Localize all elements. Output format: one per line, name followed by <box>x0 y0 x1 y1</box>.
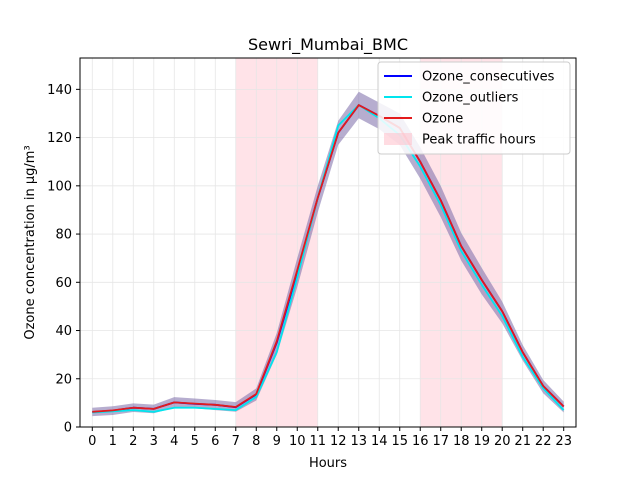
x-tick-label: 14 <box>371 434 388 449</box>
x-tick-label: 22 <box>535 434 552 449</box>
x-tick-label: 21 <box>514 434 531 449</box>
x-tick-label: 0 <box>88 434 96 449</box>
legend-items: Ozone_consecutives Ozone_outliers Ozone Pea… <box>384 70 555 148</box>
x-tick-label: 2 <box>129 434 137 449</box>
x-tick-label: 16 <box>412 434 429 449</box>
y-tick-label: 60 <box>55 276 72 291</box>
x-tick-label: 15 <box>391 434 408 449</box>
confidence-band <box>92 91 564 417</box>
plot-frame <box>79 57 577 428</box>
x-tick-label: 6 <box>211 434 219 449</box>
x-tick-label: 9 <box>273 434 281 449</box>
x-tick-label: 18 <box>453 434 470 449</box>
legend: Ozone_consecutives Ozone_outliers Ozone Pea… <box>377 61 571 155</box>
x-ticks: 0 1 2 3 4 5 6 7 8 9 10 11 12 13 14 15 16 17 18 19 20 21 22 23 <box>88 427 572 449</box>
x-tick-label: 17 <box>432 434 449 449</box>
y-tick-label: 0 <box>64 421 72 436</box>
y-tick-label: 40 <box>55 324 72 339</box>
x-tick-label: 11 <box>309 434 326 449</box>
x-tick-label: 1 <box>109 434 117 449</box>
y-ticks: 0 20 40 60 80 100 120 140 <box>47 83 80 436</box>
y-axis-label: Ozone concentration in µg/m³ <box>23 145 38 339</box>
y-tick-label: 120 <box>47 131 72 146</box>
x-tick-label: 4 <box>170 434 178 449</box>
y-tick-label: 100 <box>47 179 72 194</box>
legend-swatch-peak-traffic <box>384 133 412 145</box>
legend-label: Ozone_consecutives <box>422 70 555 85</box>
x-tick-label: 5 <box>191 434 199 449</box>
x-tick-label: 7 <box>232 434 240 449</box>
series-line-Ozone_outliers <box>92 104 565 414</box>
legend-label: Ozone <box>422 112 463 127</box>
x-tick-label: 8 <box>252 434 260 449</box>
x-tick-label: 13 <box>350 434 367 449</box>
legend-label: Ozone_outliers <box>422 91 519 106</box>
x-tick-label: 10 <box>289 434 306 449</box>
legend-box <box>377 61 571 155</box>
series-lines <box>92 104 565 414</box>
x-tick-label: 20 <box>494 434 511 449</box>
x-axis-label: Hours <box>309 456 347 471</box>
confidence-band-area <box>92 91 564 417</box>
y-tick-label: 140 <box>47 83 72 98</box>
legend-label: Peak traffic hours <box>422 133 536 148</box>
y-tick-label: 80 <box>55 228 72 243</box>
chart-title: Sewri_Mumbai_BMC <box>248 35 408 55</box>
x-tick-label: 19 <box>473 434 490 449</box>
y-tick-label: 20 <box>55 372 72 387</box>
x-tick-label: 3 <box>150 434 158 449</box>
x-tick-label: 12 <box>330 434 347 449</box>
x-tick-label: 23 <box>555 434 572 449</box>
series-line-Ozone <box>92 104 565 413</box>
